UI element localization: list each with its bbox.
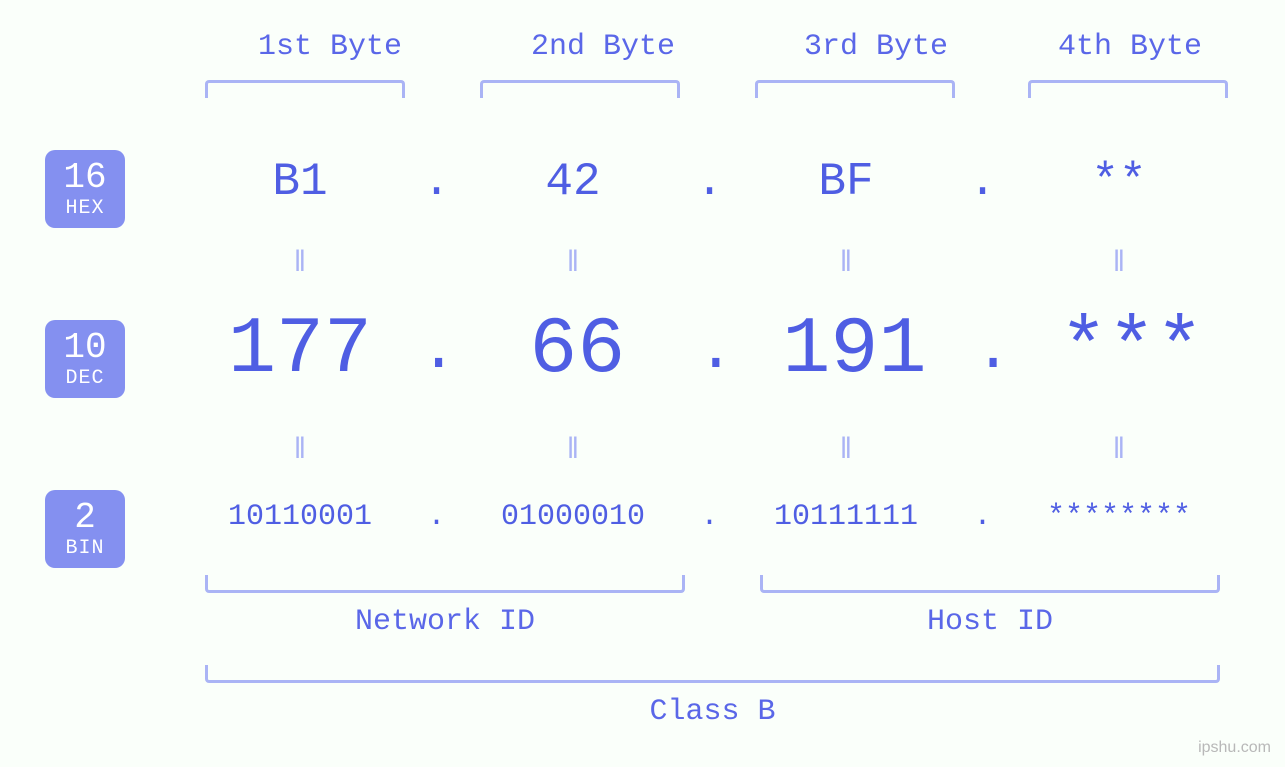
dec-row: 177 . 66 . 191 . *** <box>180 305 1240 396</box>
network-id-bracket <box>205 575 685 593</box>
badge-hex-num: 16 <box>63 159 106 197</box>
eq-2-2: ǁ <box>453 432 693 466</box>
eq-1-2: ǁ <box>453 245 693 279</box>
badge-dec-label: DEC <box>65 368 104 389</box>
eq-1-1: ǁ <box>180 245 420 279</box>
badge-dec-num: 10 <box>63 329 106 367</box>
eq-1-4: ǁ <box>999 245 1239 279</box>
eq-1-3: ǁ <box>726 245 966 279</box>
byte-header-2: 2nd Byte <box>473 30 733 64</box>
bin-dot-1: . <box>420 500 453 534</box>
hex-byte-2: 42 <box>453 156 693 208</box>
eq-2-1: ǁ <box>180 432 420 466</box>
bin-row: 10110001 . 01000010 . 10111111 . *******… <box>180 500 1240 534</box>
dec-dot-3: . <box>974 315 1011 386</box>
dec-byte-3: 191 <box>734 305 974 396</box>
hex-dot-2: . <box>693 156 726 208</box>
dec-dot-1: . <box>420 315 457 386</box>
dec-byte-2: 66 <box>457 305 697 396</box>
watermark: ipshu.com <box>1198 739 1271 757</box>
equals-row-1: ǁ ǁ ǁ ǁ <box>180 245 1240 279</box>
hex-byte-3: BF <box>726 156 966 208</box>
bin-dot-3: . <box>966 500 999 534</box>
hex-byte-1: B1 <box>180 156 420 208</box>
badge-hex-label: HEX <box>65 198 104 219</box>
equals-row-2: ǁ ǁ ǁ ǁ <box>180 432 1240 466</box>
bin-byte-1: 10110001 <box>180 500 420 534</box>
byte-header-4: 4th Byte <box>1000 30 1260 64</box>
eq-2-3: ǁ <box>726 432 966 466</box>
bin-byte-3: 10111111 <box>726 500 966 534</box>
byte-header-1: 1st Byte <box>200 30 460 64</box>
class-label: Class B <box>205 695 1220 729</box>
bin-dot-2: . <box>693 500 726 534</box>
hex-dot-1: . <box>420 156 453 208</box>
badge-dec: 10 DEC <box>45 320 125 398</box>
dec-byte-4: *** <box>1012 305 1252 396</box>
badge-hex: 16 HEX <box>45 150 125 228</box>
hex-byte-4: ** <box>999 156 1239 208</box>
eq-2-4: ǁ <box>999 432 1239 466</box>
host-id-label: Host ID <box>760 605 1220 639</box>
bin-byte-4: ******** <box>999 500 1239 534</box>
dec-dot-2: . <box>697 315 734 386</box>
top-bracket-2 <box>480 80 680 98</box>
top-bracket-4 <box>1028 80 1228 98</box>
bin-byte-2: 01000010 <box>453 500 693 534</box>
host-id-bracket <box>760 575 1220 593</box>
class-bracket <box>205 665 1220 683</box>
byte-header-3: 3rd Byte <box>746 30 1006 64</box>
top-bracket-1 <box>205 80 405 98</box>
hex-row: B1 . 42 . BF . ** <box>180 156 1240 208</box>
ip-diagram: { "colors": { "text_label": "#5a67e8", "… <box>0 0 1285 767</box>
badge-bin: 2 BIN <box>45 490 125 568</box>
hex-dot-3: . <box>966 156 999 208</box>
badge-bin-num: 2 <box>74 499 96 537</box>
dec-byte-1: 177 <box>180 305 420 396</box>
top-bracket-3 <box>755 80 955 98</box>
badge-bin-label: BIN <box>65 538 104 559</box>
network-id-label: Network ID <box>205 605 685 639</box>
